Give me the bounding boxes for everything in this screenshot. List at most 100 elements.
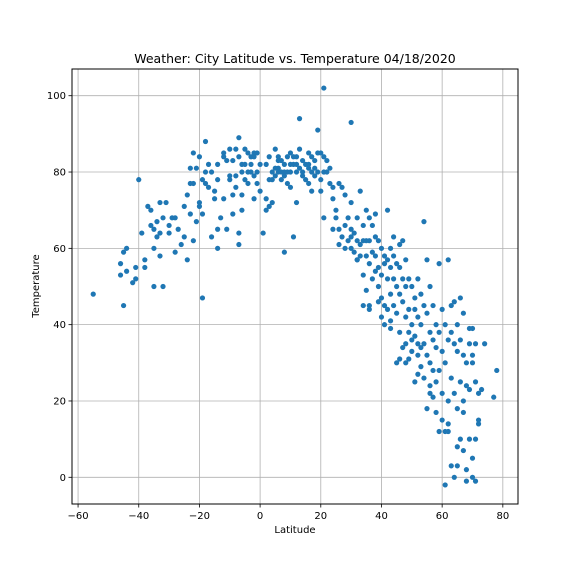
data-point [491, 394, 497, 400]
data-point [427, 360, 433, 366]
data-point [336, 226, 342, 232]
data-point [378, 314, 385, 320]
data-point [230, 192, 236, 198]
data-point [321, 85, 327, 91]
data-point [242, 146, 248, 152]
data-point [260, 230, 266, 236]
data-point [372, 253, 379, 259]
data-point [227, 177, 233, 183]
data-point [387, 291, 394, 297]
data-point [227, 173, 233, 179]
data-point [381, 302, 388, 309]
data-point [457, 436, 463, 442]
data-point [333, 215, 339, 221]
data-point [199, 211, 206, 217]
data-point [369, 222, 375, 229]
data-point [211, 188, 218, 194]
data-point [366, 238, 372, 244]
data-point [299, 173, 306, 179]
data-point [415, 314, 421, 320]
data-point [136, 177, 142, 183]
data-point [366, 306, 372, 312]
data-point [445, 421, 451, 427]
data-point [166, 230, 172, 236]
data-point [384, 257, 391, 263]
data-point [242, 161, 248, 167]
data-point [236, 154, 242, 160]
data-point [360, 222, 366, 229]
data-point [433, 409, 439, 416]
data-point [254, 150, 260, 156]
data-point [315, 127, 321, 133]
x-tick-label: −40 [128, 511, 149, 522]
data-point [445, 257, 451, 263]
data-point [321, 154, 327, 160]
data-point [181, 234, 187, 240]
data-point [205, 161, 212, 167]
axes-frame [71, 68, 519, 505]
data-point [190, 238, 196, 244]
data-point [378, 245, 385, 251]
data-point [333, 207, 339, 213]
data-point [394, 283, 400, 290]
data-point [227, 146, 233, 152]
data-point [293, 199, 300, 206]
data-point [299, 169, 306, 175]
data-point [424, 310, 430, 316]
data-point [133, 276, 139, 282]
data-point [336, 180, 342, 187]
data-point [296, 116, 303, 122]
data-point [266, 203, 272, 209]
data-point [187, 165, 193, 171]
data-point [384, 207, 391, 213]
data-points [90, 85, 500, 488]
data-point [406, 329, 412, 335]
data-point [299, 157, 306, 164]
data-point [160, 215, 166, 221]
data-point [348, 234, 354, 240]
data-point [342, 222, 348, 229]
data-point [403, 257, 409, 263]
data-point [454, 348, 460, 354]
data-point [360, 272, 366, 278]
data-point [287, 169, 294, 175]
data-point [348, 245, 354, 251]
data-point [466, 386, 473, 393]
data-point [309, 154, 315, 160]
data-point [439, 390, 445, 396]
data-point [421, 341, 427, 347]
data-point [454, 322, 460, 328]
data-point [403, 341, 409, 347]
data-point [469, 474, 476, 480]
data-point [199, 177, 206, 183]
data-point [478, 386, 485, 393]
data-point [233, 146, 239, 152]
data-point [181, 203, 187, 209]
data-point [120, 302, 127, 309]
data-point [424, 257, 430, 263]
data-point [318, 188, 324, 194]
data-point [215, 226, 221, 232]
data-point [151, 226, 157, 232]
data-point [196, 203, 203, 209]
data-point [409, 322, 415, 328]
data-point [472, 436, 479, 442]
data-point [272, 146, 278, 152]
data-point [457, 379, 463, 385]
data-point [245, 180, 251, 187]
data-point [124, 245, 130, 251]
data-point [406, 306, 412, 312]
data-point [175, 226, 181, 232]
data-point [415, 371, 421, 377]
x-tick-label: 60 [436, 511, 449, 522]
data-point [454, 463, 460, 469]
data-point [430, 337, 436, 343]
data-point [309, 169, 315, 175]
data-point [387, 245, 394, 251]
data-point [290, 234, 297, 240]
data-point [266, 154, 272, 160]
data-point [239, 207, 245, 213]
data-point [433, 344, 439, 351]
data-point [205, 184, 212, 190]
data-point [254, 169, 260, 175]
